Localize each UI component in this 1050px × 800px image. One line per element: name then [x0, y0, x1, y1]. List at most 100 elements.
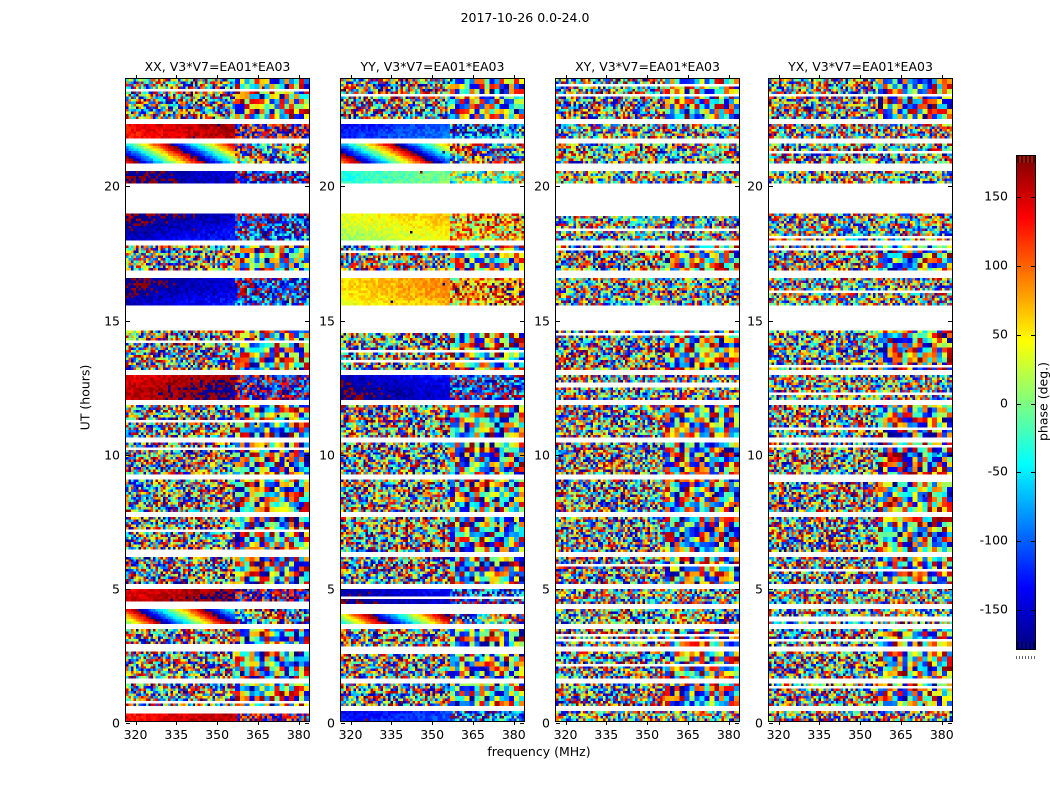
x-tick-mark [391, 721, 393, 725]
y-tick-mark [769, 186, 773, 188]
x-tick-mark [565, 721, 567, 725]
y-axis-label: UT (hours) [77, 364, 93, 431]
y-tick-mark [948, 723, 952, 724]
colorbar-tick-mark [1017, 266, 1021, 267]
colorbar-tick-label: -50 [987, 463, 1008, 479]
x-tick-mark [687, 75, 689, 79]
colorbar-tick-mark [1031, 266, 1035, 267]
y-tick-mark [305, 186, 309, 188]
x-tick-label: 350 [420, 727, 445, 742]
panel-title-yy: YY, V3*V7=EA01*EA03 [360, 59, 505, 74]
colorbar-tick-mark [1031, 334, 1035, 336]
y-tick-mark [735, 320, 739, 322]
x-tick-label: 365 [246, 727, 270, 742]
x-tick-mark [217, 75, 219, 79]
x-tick-mark [298, 721, 300, 725]
colorbar-tick-mark [1031, 197, 1035, 199]
y-tick-mark [948, 454, 952, 456]
y-tick-mark [769, 454, 773, 456]
y-tick-label: 0 [542, 715, 550, 731]
figure-suptitle: 2017-10-26 0.0-24.0 [460, 10, 590, 25]
y-tick-label: 0 [112, 715, 120, 731]
y-tick-label: 5 [755, 581, 763, 597]
x-tick-mark [900, 75, 902, 79]
x-tick-mark [606, 721, 608, 725]
y-tick-mark [735, 454, 739, 456]
x-tick-mark [513, 721, 515, 725]
x-tick-mark [941, 75, 943, 79]
x-tick-mark [350, 721, 352, 725]
x-tick-label: 380 [929, 727, 954, 742]
x-tick-label: 320 [553, 727, 578, 742]
panel-yy: YY, V3*V7=EA01*EA03 320 335 350 365 380 0 5 10 15… [319, 59, 526, 742]
x-tick-mark [217, 721, 219, 725]
y-tick-mark [126, 320, 130, 322]
x-tick-mark [472, 721, 474, 725]
x-tick-mark [135, 721, 137, 725]
colorbar-tick-mark [1017, 197, 1021, 199]
y-tick-mark [341, 186, 345, 188]
y-tick-mark [948, 186, 952, 188]
y-tick-label: 10 [104, 447, 120, 463]
y-tick-label: 15 [747, 313, 763, 328]
colorbar-tick-mark [1031, 541, 1035, 542]
waterfall-yy [341, 79, 524, 721]
colorbar-gradient [1017, 156, 1035, 649]
x-tick-mark [778, 721, 780, 725]
x-tick-mark [391, 75, 393, 79]
colorbar-tick-mark [1017, 403, 1021, 405]
y-tick-mark [556, 588, 560, 590]
y-tick-label: 15 [319, 313, 335, 328]
y-tick-mark [305, 320, 309, 322]
y-tick-mark [305, 588, 309, 590]
y-tick-label: 5 [327, 581, 335, 597]
x-tick-mark [900, 721, 902, 725]
panel-title-yx: YX, V3*V7=EA01*EA03 [788, 59, 933, 74]
colorbar-extend-min [1017, 642, 1035, 649]
x-tick-mark [778, 75, 780, 79]
y-tick-label: 20 [319, 178, 335, 194]
x-tick-mark [350, 75, 352, 79]
y-tick-mark [520, 588, 524, 590]
colorbar-tick-label: 50 [992, 326, 1008, 342]
y-tick-label: 10 [747, 447, 763, 463]
y-tick-label: 5 [112, 581, 120, 597]
x-tick-label: 380 [716, 727, 741, 742]
waterfall-xy [556, 79, 739, 721]
x-tick-mark [860, 75, 862, 79]
y-tick-mark [735, 588, 739, 590]
y-tick-mark [948, 320, 952, 322]
y-tick-mark [126, 454, 130, 456]
y-tick-mark [520, 320, 524, 322]
x-tick-label: 350 [635, 727, 660, 742]
colorbar-tick-mark [1017, 472, 1021, 474]
x-tick-mark [941, 721, 943, 725]
x-tick-label: 320 [123, 727, 148, 742]
panel-xy: XY, V3*V7=EA01*EA03 320 335 350 365 380 0 5 10 15… [534, 59, 741, 742]
y-tick-mark [556, 454, 560, 456]
x-tick-mark [647, 721, 649, 725]
y-tick-label: 20 [104, 178, 120, 194]
y-tick-mark [556, 320, 560, 322]
x-tick-mark [819, 75, 821, 79]
x-tick-mark [432, 721, 434, 725]
panel-title-xx: XX, V3*V7=EA01*EA03 [144, 59, 291, 74]
y-tick-label: 20 [747, 178, 763, 194]
y-tick-label: 5 [542, 581, 550, 597]
y-tick-mark [520, 723, 524, 724]
panel-title-xy: XY, V3*V7=EA01*EA03 [575, 59, 720, 74]
y-tick-mark [341, 320, 345, 322]
x-tick-label: 320 [338, 727, 363, 742]
colorbar-tick-label: 150 [984, 188, 1008, 204]
x-tick-label: 365 [889, 727, 913, 742]
colorbar-tick-mark [1017, 334, 1021, 336]
x-tick-mark [565, 75, 567, 79]
y-tick-label: 10 [534, 447, 550, 463]
y-tick-mark [735, 723, 739, 724]
colorbar-extend-max [1017, 156, 1035, 163]
y-tick-label: 15 [534, 313, 550, 328]
x-tick-label: 320 [766, 727, 791, 742]
y-tick-mark [735, 186, 739, 188]
colorbar-tick-label: -150 [979, 601, 1008, 617]
